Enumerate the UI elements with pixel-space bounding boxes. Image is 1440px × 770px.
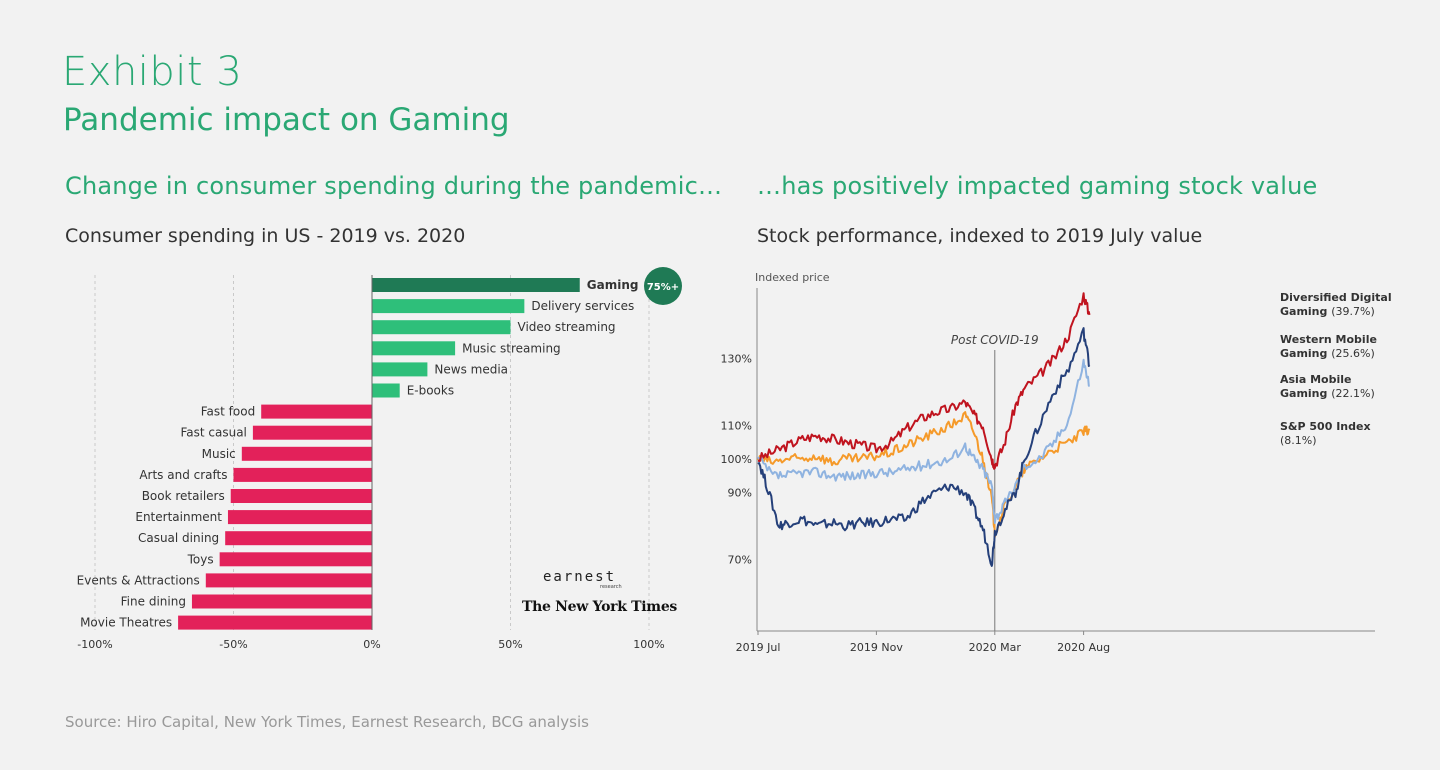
legend-value: (22.1%) xyxy=(1331,387,1375,400)
legend-value: (25.6%) xyxy=(1331,347,1375,360)
x-tick-label: 100% xyxy=(633,638,664,651)
legend-detail: Gaming (39.7%) xyxy=(1280,305,1375,318)
legend-name: Asia Mobile xyxy=(1280,373,1351,386)
x-tick-label: 2019 Jul xyxy=(736,641,781,654)
y-tick-label: 110% xyxy=(721,420,752,433)
legend-name-part: Gaming xyxy=(1280,347,1331,360)
x-tick-label: -100% xyxy=(77,638,112,651)
bar-label: Music xyxy=(202,447,236,461)
bar-label: Delivery services xyxy=(531,299,634,313)
consumer-spending-bar-chart: -100% -50% 0% 50% 100% Gaming Delivery service… xyxy=(77,267,682,651)
bar xyxy=(225,531,372,546)
bar xyxy=(372,278,580,292)
x-tick-label: 50% xyxy=(498,638,522,651)
gaming-badge-label: 75%+ xyxy=(647,282,679,293)
bar xyxy=(230,489,372,503)
bar xyxy=(227,510,372,525)
nyt-logo: The New York Times xyxy=(522,599,678,615)
bar xyxy=(372,341,456,356)
x-tick-label: -50% xyxy=(219,638,247,651)
x-tick-label: 0% xyxy=(363,638,380,651)
bar xyxy=(372,320,511,335)
y-tick-label: 100% xyxy=(721,453,752,466)
bar-label: Book retailers xyxy=(142,489,225,503)
legend-value: (8.1%) xyxy=(1280,434,1317,447)
bar-label: Fine dining xyxy=(121,595,186,609)
bar-label: Fast casual xyxy=(180,426,246,440)
bar-label: Arts and crafts xyxy=(139,468,227,482)
gaming-badge xyxy=(644,267,682,305)
legend-name-part: Gaming xyxy=(1280,387,1331,400)
bar xyxy=(372,299,525,314)
bar-label: Video streaming xyxy=(518,320,616,334)
bar-label: E-books xyxy=(407,384,454,398)
asia-mobile-line xyxy=(757,358,1091,524)
bar xyxy=(233,467,372,482)
bar-label: Casual dining xyxy=(138,531,219,545)
y-tick-label: 70% xyxy=(728,554,752,567)
legend-value: (39.7%) xyxy=(1331,305,1375,318)
western-mobile-line xyxy=(757,327,1091,567)
right-panel-heading: …has positively impacted gaming stock va… xyxy=(757,172,1318,200)
legend-detail: Gaming (22.1%) xyxy=(1280,387,1375,400)
legend-name-part: Gaming xyxy=(1280,305,1331,318)
bar-label: Toys xyxy=(187,552,214,566)
y-axis-label: Indexed price xyxy=(755,271,830,284)
bar-label: Fast food xyxy=(201,405,255,419)
y-tick-label: 90% xyxy=(728,487,752,500)
y-tick-label: 130% xyxy=(721,353,752,366)
bar xyxy=(372,362,428,377)
bar xyxy=(261,404,372,419)
bar-label: Gaming xyxy=(587,278,639,292)
legend-name: S&P 500 Index xyxy=(1280,420,1371,433)
x-tick-label: 2019 Nov xyxy=(850,641,903,654)
bar xyxy=(191,594,372,609)
diversified-digital-line xyxy=(757,292,1091,470)
bar xyxy=(372,383,400,398)
legend-name: Western Mobile xyxy=(1280,333,1377,346)
bar xyxy=(252,425,372,440)
right-chart-title: Stock performance, indexed to 2019 July … xyxy=(757,225,1203,247)
covid-marker-label: Post COVID-19 xyxy=(951,333,1039,347)
earnest-research-logo-sub: research xyxy=(600,584,622,590)
bar-label: Entertainment xyxy=(135,510,222,524)
x-tick-label: 2020 Aug xyxy=(1057,641,1110,654)
bar-label: Events & Attractions xyxy=(77,573,200,587)
left-chart-title: Consumer spending in US - 2019 vs. 2020 xyxy=(65,225,466,247)
sp500-line xyxy=(757,411,1091,538)
legend-entry: S&P 500 Index(8.1%) xyxy=(1280,420,1371,447)
bar-label: News media xyxy=(434,362,508,376)
source-note: Source: Hiro Capital, New York Times, Ea… xyxy=(65,713,589,731)
stock-performance-line-chart: Indexed price 70% 90% 100% 110% 130% 2019 Jul 2… xyxy=(721,271,1392,654)
bar xyxy=(205,573,372,588)
exhibit-number: Exhibit 3 xyxy=(62,49,243,95)
legend-name: Diversified Digital xyxy=(1280,291,1392,304)
left-panel-heading: Change in consumer spending during the p… xyxy=(65,172,723,200)
bar xyxy=(219,552,372,567)
bar xyxy=(241,446,372,461)
legend-detail: (8.1%) xyxy=(1280,434,1317,447)
earnest-research-logo: earnest xyxy=(543,569,617,585)
legend-detail: Gaming (25.6%) xyxy=(1280,347,1375,360)
exhibit-subtitle: Pandemic impact on Gaming xyxy=(63,102,510,138)
x-tick-label: 2020 Mar xyxy=(969,641,1022,654)
bar-label: Music streaming xyxy=(462,341,561,355)
bar xyxy=(178,615,372,630)
bar-label: Movie Theatres xyxy=(80,616,172,630)
